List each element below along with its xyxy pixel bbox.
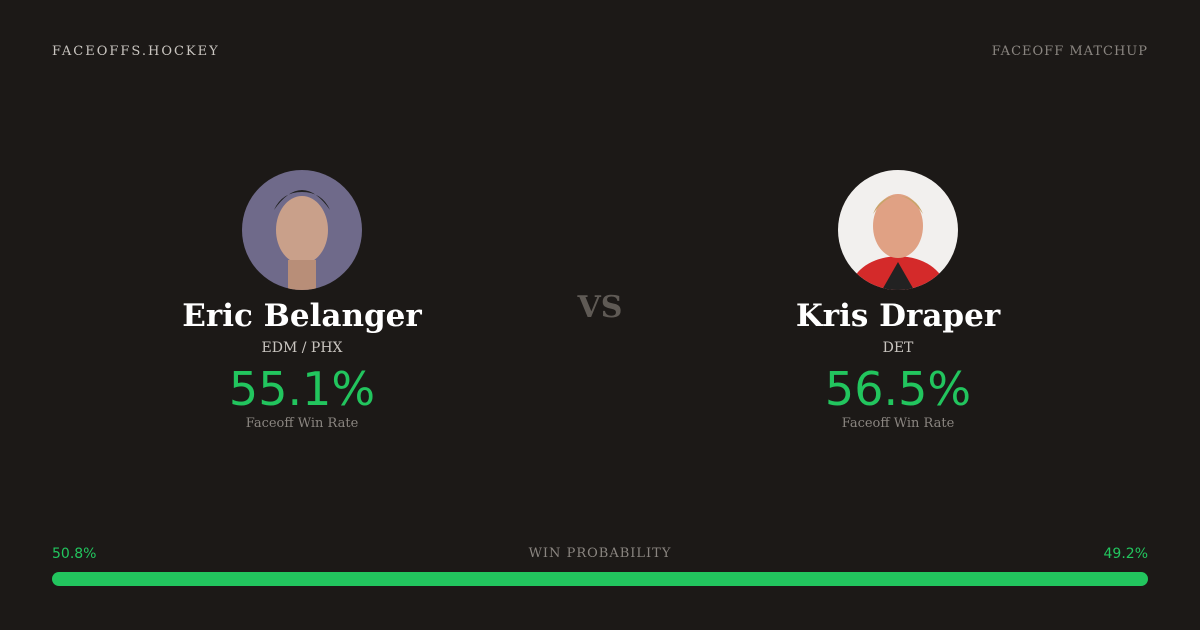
probability-segment bbox=[52, 572, 609, 586]
win-rate-caption: Faceoff Win Rate bbox=[245, 416, 359, 431]
player-photo bbox=[242, 170, 362, 290]
player-card: Eric Belanger EDM / PHX 55.1% Faceoff Wi… bbox=[102, 170, 502, 431]
brand: FACEOFFS.HOCKEY bbox=[52, 44, 220, 59]
player-team: DET bbox=[882, 340, 914, 356]
win-rate-caption: Faceoff Win Rate bbox=[841, 416, 955, 431]
left-probability: 50.8% bbox=[52, 546, 97, 562]
player-name: Eric Belanger bbox=[182, 298, 422, 334]
player-team: EDM / PHX bbox=[261, 340, 343, 356]
vs-label: VS bbox=[577, 290, 623, 325]
player-card: Kris Draper DET 56.5% Faceoff Win Rate bbox=[698, 170, 1098, 431]
player-photo bbox=[838, 170, 958, 290]
page-title: FACEOFF MATCHUP bbox=[991, 44, 1148, 59]
right-probability: 49.2% bbox=[1103, 546, 1148, 562]
probability-segment bbox=[608, 572, 1148, 586]
player-name: Kris Draper bbox=[795, 298, 1001, 334]
win-rate: 55.1% bbox=[228, 362, 376, 416]
probability-bar bbox=[52, 572, 1148, 586]
win-rate: 56.5% bbox=[824, 362, 972, 416]
probability-label: WIN PROBABILITY bbox=[528, 546, 672, 561]
